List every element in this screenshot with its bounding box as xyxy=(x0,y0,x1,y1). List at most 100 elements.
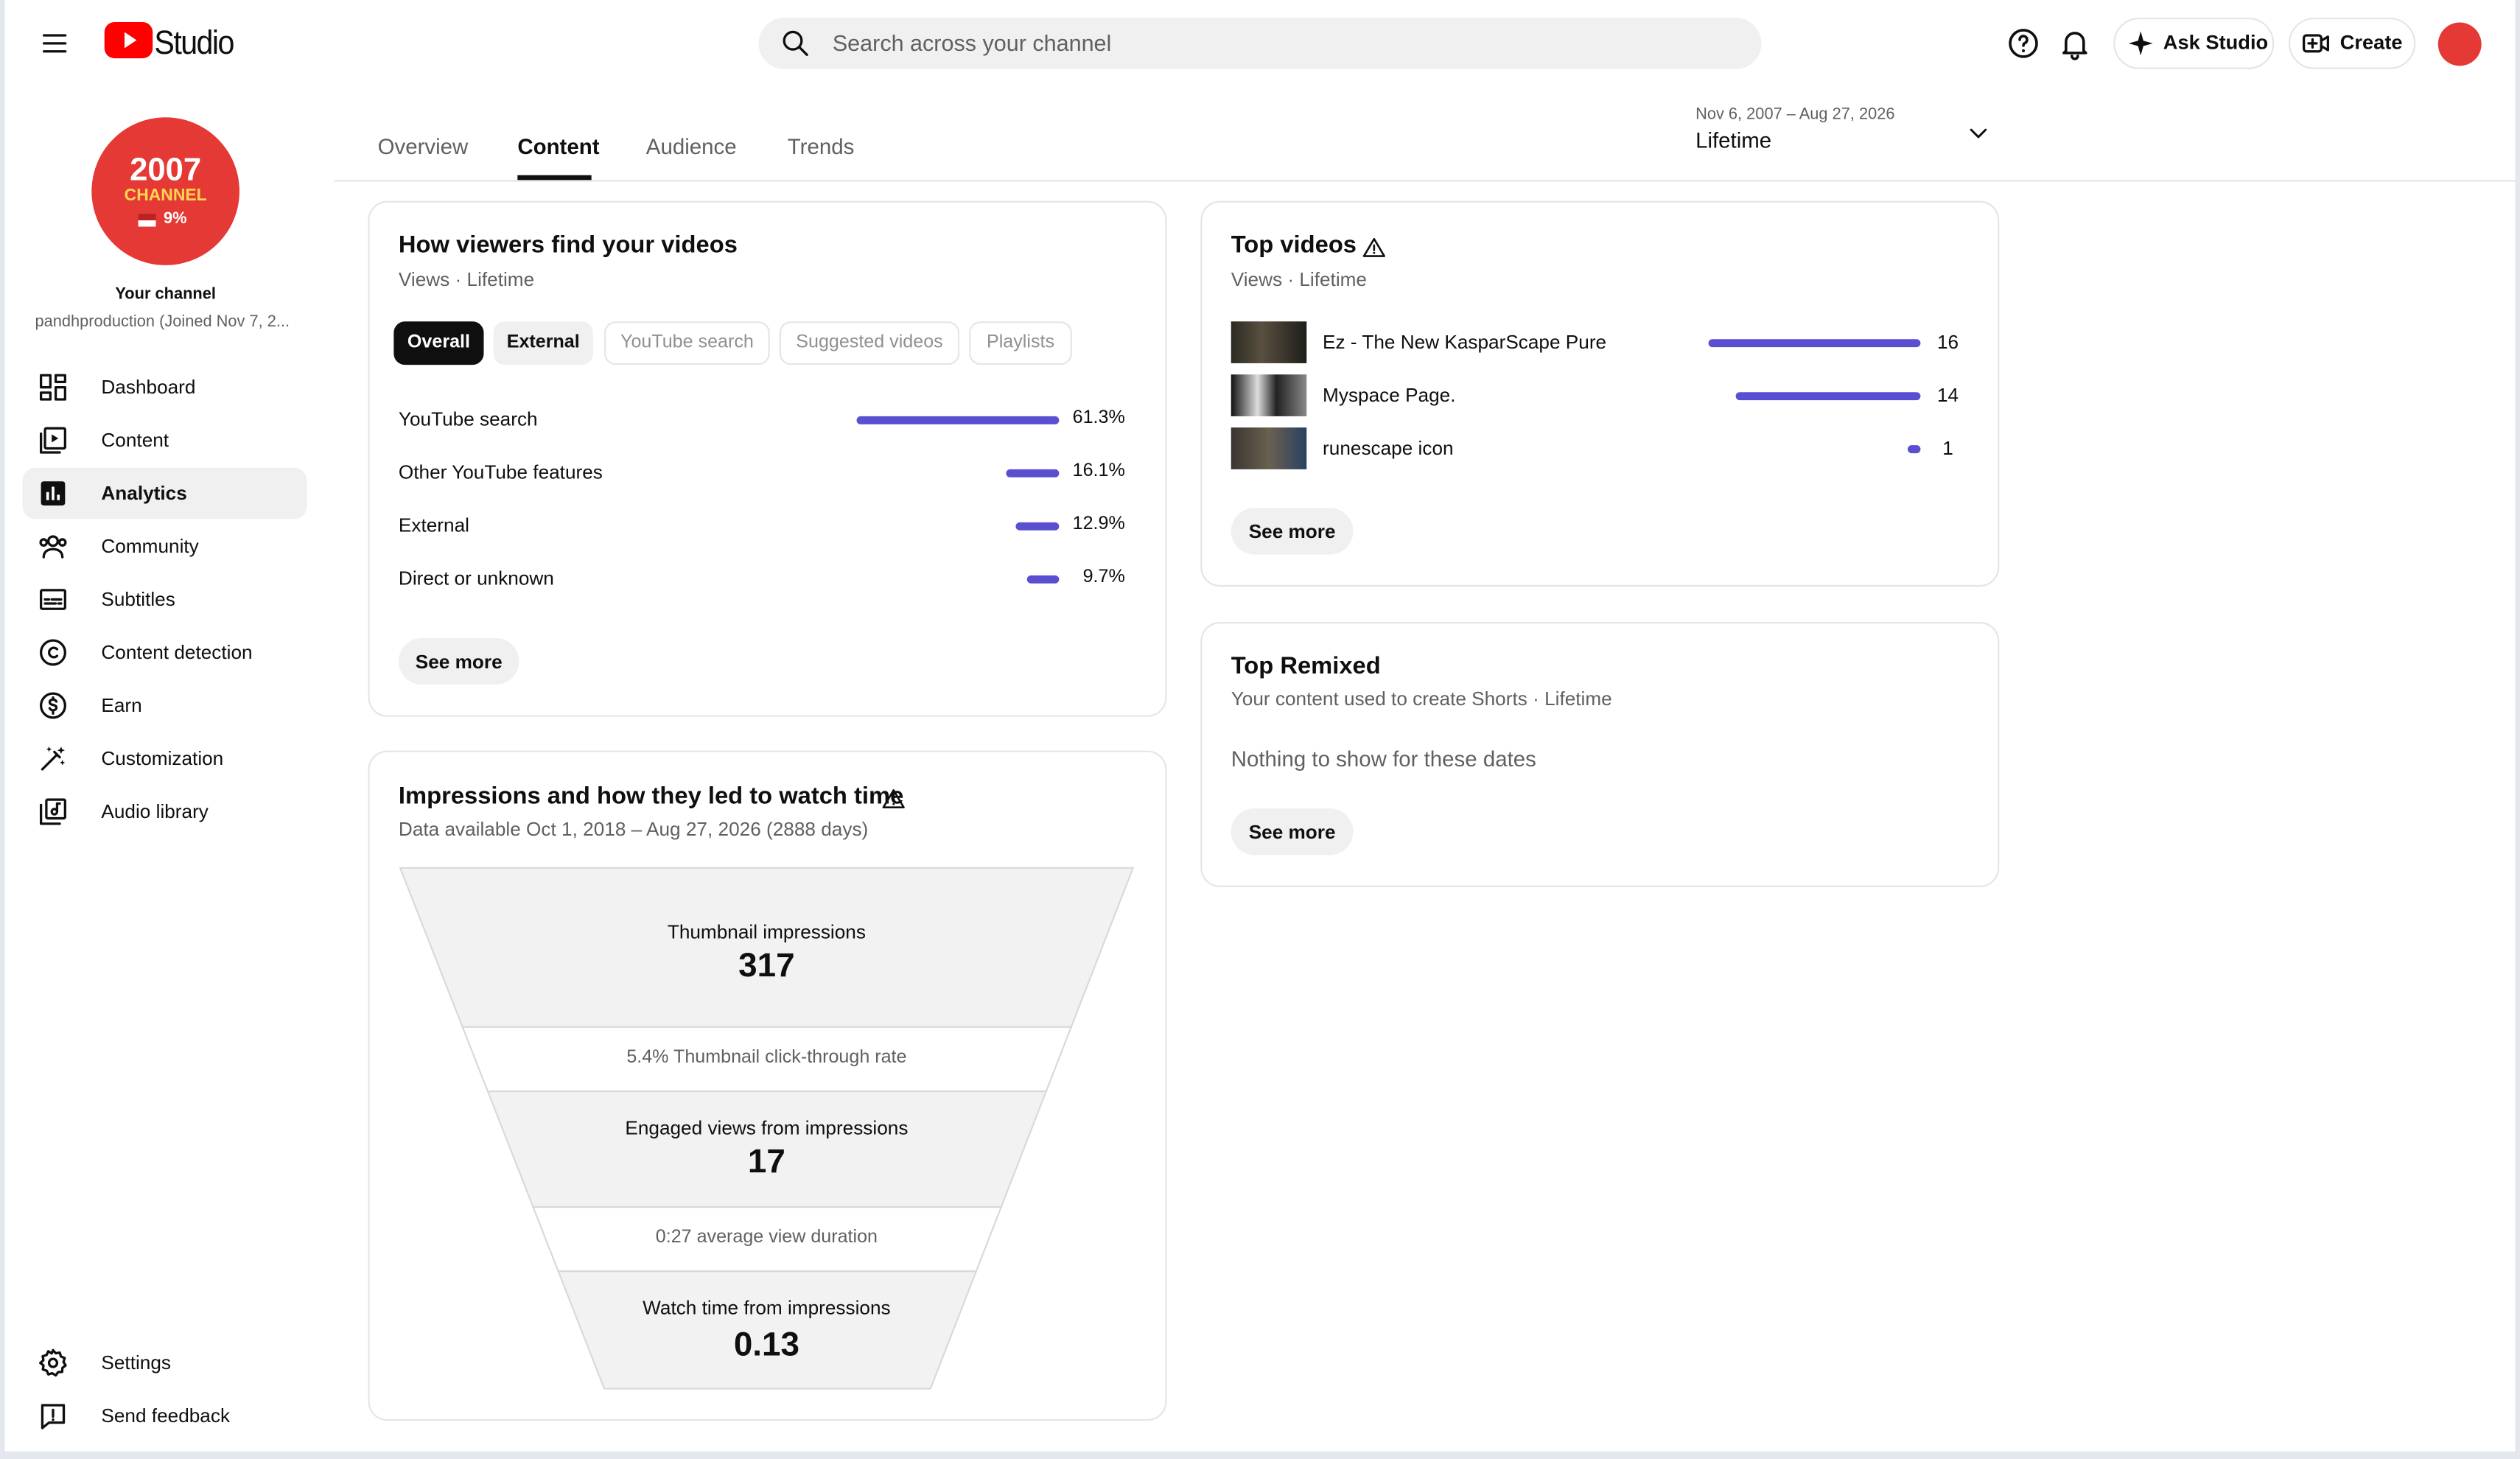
card-subtitle: Views · Lifetime xyxy=(398,267,535,291)
card-title: Top videos xyxy=(1231,231,1357,259)
nav-icon xyxy=(39,374,66,401)
ask-studio-button[interactable] xyxy=(2113,17,2275,69)
funnel-stage-label: Engaged views from impressions xyxy=(625,1116,909,1139)
video-thumbnail[interactable] xyxy=(1231,374,1307,416)
tab[interactable]: Audience xyxy=(645,135,737,159)
nav-item[interactable]: Content detection xyxy=(101,640,253,664)
empty-message: Nothing to show for these dates xyxy=(1231,747,1536,772)
views-bar xyxy=(1708,338,1921,347)
app-name: Studio xyxy=(154,24,234,62)
filter-chip-label: Suggested videos xyxy=(796,332,943,351)
source-name: Direct or unknown xyxy=(398,567,554,590)
filter-chip-label: Overall xyxy=(407,332,470,351)
avatar-line: 2007 xyxy=(130,153,202,189)
card-subtitle: Your content used to create Shorts · Lif… xyxy=(1231,687,1612,710)
date-dropdown[interactable] xyxy=(1964,119,1992,147)
menu-button[interactable] xyxy=(38,27,71,60)
see-more-label: See more xyxy=(1248,519,1336,542)
nav-icon xyxy=(41,481,66,505)
video-title[interactable]: Myspace Page. xyxy=(1323,383,1456,407)
account-avatar[interactable] xyxy=(2437,22,2482,66)
tab-indicator xyxy=(517,175,592,181)
card-subtitle: Data available Oct 1, 2018 – Aug 27, 202… xyxy=(398,817,869,841)
settings-icon xyxy=(39,1348,67,1377)
tab[interactable]: Content xyxy=(517,135,600,159)
nav-item[interactable]: Earn xyxy=(101,693,142,717)
nav-item[interactable]: Settings xyxy=(101,1351,171,1374)
nav-item[interactable]: Customization xyxy=(101,746,224,770)
video-title[interactable]: runescape icon xyxy=(1323,436,1454,460)
source-name: External xyxy=(398,514,469,537)
nav-item[interactable]: Dashboard xyxy=(101,375,196,399)
filter-chip[interactable] xyxy=(779,321,960,365)
flag xyxy=(138,214,156,227)
video-title[interactable]: Ez - The New KasparScape Pure xyxy=(1323,330,1607,354)
channel-subtitle: pandhproduction (Joined Nov 7, 2... xyxy=(35,313,290,332)
nav-item[interactable]: Send feedback xyxy=(101,1404,231,1427)
search-placeholder: Search across your channel xyxy=(832,29,1112,56)
card-subtitle: Views · Lifetime xyxy=(1231,267,1368,291)
funnel-stage-value: 317 xyxy=(738,947,795,984)
video-thumbnail[interactable] xyxy=(1231,427,1307,469)
youtube-logo xyxy=(104,21,153,59)
see-more-button[interactable] xyxy=(1231,808,1354,856)
channel-avatar[interactable] xyxy=(91,117,239,265)
channel-label: Your channel xyxy=(115,286,216,304)
views-bar xyxy=(1735,391,1921,400)
nav-icon xyxy=(39,427,66,454)
tab[interactable]: Overview xyxy=(377,135,469,159)
funnel-rate: 0:27 average view duration xyxy=(655,1228,878,1248)
create-button[interactable] xyxy=(2288,17,2416,69)
warning-icon xyxy=(882,789,905,808)
nav-icon xyxy=(39,798,66,825)
nav-icon xyxy=(41,746,66,771)
source-bar xyxy=(1026,574,1060,583)
card xyxy=(368,200,1167,717)
card-title: Top Remixed xyxy=(1231,652,1381,680)
views-bar xyxy=(1907,444,1921,452)
card-title: How viewers find your videos xyxy=(398,231,738,259)
warning-icon xyxy=(1362,237,1385,257)
search-icon xyxy=(783,30,808,56)
filter-chip[interactable] xyxy=(969,321,1072,365)
nav-icon xyxy=(39,535,67,559)
filter-chip[interactable] xyxy=(393,321,484,365)
source-name: Other YouTube features xyxy=(398,461,603,484)
help-button[interactable] xyxy=(2006,26,2041,61)
notifications-button[interactable] xyxy=(2057,26,2093,61)
nav-item[interactable]: Subtitles xyxy=(101,587,175,611)
nav-item[interactable]: Community xyxy=(101,534,199,558)
create-label: Create xyxy=(2339,31,2403,55)
see-more-button[interactable] xyxy=(1231,508,1354,555)
video-thumbnail[interactable] xyxy=(1231,321,1307,363)
nav-icon xyxy=(39,639,66,666)
nav-highlight xyxy=(22,467,307,519)
funnel-stage-value: 17 xyxy=(747,1143,785,1180)
nav-item[interactable]: Audio library xyxy=(101,800,209,823)
funnel-rate: 5.4% Thumbnail click-through rate xyxy=(626,1048,907,1068)
filter-chip[interactable] xyxy=(493,321,593,365)
search-box[interactable] xyxy=(758,17,1762,69)
tab-divider xyxy=(334,180,2516,182)
filter-chip-label: External xyxy=(506,332,580,351)
nav-item[interactable]: Analytics xyxy=(101,481,187,505)
source-percent: 9.7% xyxy=(1082,567,1125,587)
tab[interactable]: Trends xyxy=(787,135,855,159)
funnel-stage-label: Watch time from impressions xyxy=(643,1296,891,1320)
video-views: 1 xyxy=(1942,436,1953,460)
filter-chip[interactable] xyxy=(604,321,770,365)
video-views: 14 xyxy=(1936,383,1959,407)
filter-chip-label: Playlists xyxy=(987,332,1055,351)
sparkle-icon xyxy=(2128,31,2153,56)
nav-icon xyxy=(39,692,66,719)
filter-chip-label: YouTube search xyxy=(620,332,754,351)
video-views: 16 xyxy=(1936,330,1959,354)
see-more-button[interactable] xyxy=(398,637,519,685)
nav-item[interactable]: Content xyxy=(101,428,169,452)
source-bar xyxy=(1006,468,1060,477)
see-more-label: See more xyxy=(1248,820,1336,843)
source-name: YouTube search xyxy=(398,407,538,431)
see-more-label: See more xyxy=(415,649,503,673)
